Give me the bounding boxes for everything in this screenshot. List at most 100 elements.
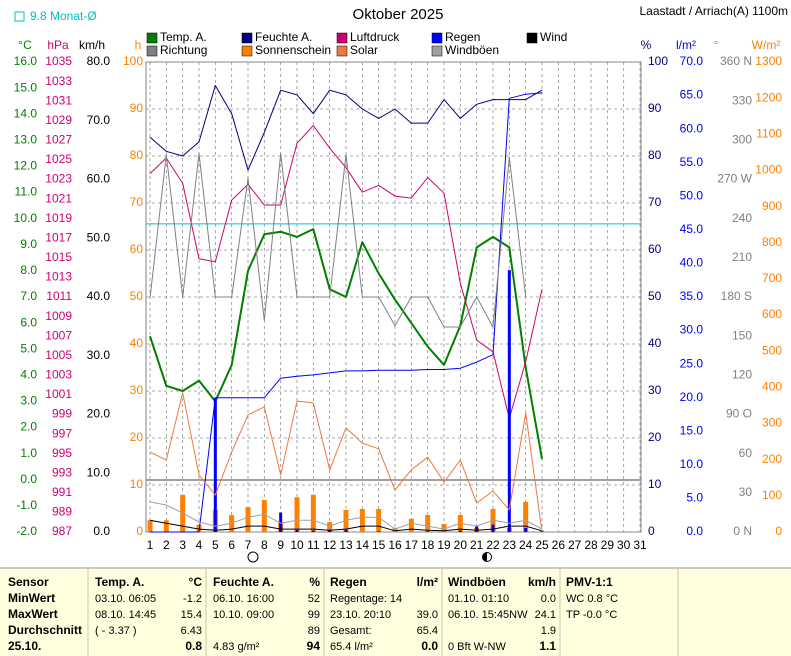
summary-background bbox=[0, 568, 791, 656]
chart-subtitle: Laastadt / Arriach(A) 1100m bbox=[639, 4, 788, 18]
bar bbox=[310, 494, 316, 532]
y-tick-label: 60.0 bbox=[87, 172, 111, 186]
y-tick-label: 1025 bbox=[45, 152, 72, 166]
y-tick-label: 10.0 bbox=[87, 465, 111, 479]
summary-cell: km/h bbox=[528, 575, 556, 589]
x-tick-label: 28 bbox=[584, 538, 598, 552]
rain-bar bbox=[475, 525, 479, 532]
y-tick-label: 400 bbox=[762, 380, 782, 394]
axis-unit-label: % bbox=[641, 38, 652, 52]
legend-label: Regen bbox=[445, 30, 480, 44]
y-tick-label: -2.0 bbox=[16, 524, 37, 538]
x-tick-label: 3 bbox=[179, 538, 186, 552]
legend-swatch bbox=[431, 32, 443, 44]
series-line bbox=[149, 392, 543, 533]
legend-label: Windböen bbox=[445, 43, 499, 57]
summary-cell: °C bbox=[189, 575, 203, 589]
axis-unit-label: hPa bbox=[47, 38, 69, 52]
y-tick-label: 70.0 bbox=[87, 113, 111, 127]
y-tick-label: 1001 bbox=[45, 387, 72, 401]
rain-bar bbox=[426, 531, 430, 532]
y-tick-label: 14.0 bbox=[14, 106, 38, 120]
y-tick-label: 40.0 bbox=[680, 256, 704, 270]
x-tick-label: 29 bbox=[601, 538, 615, 552]
y-tick-label: 100 bbox=[648, 54, 668, 68]
y-tick-label: 30 bbox=[739, 485, 753, 499]
bar bbox=[261, 500, 267, 532]
y-tick-label: 100 bbox=[762, 488, 782, 502]
summary-cell: Gesamt: bbox=[330, 625, 372, 637]
row-label: Durchschnitt bbox=[8, 623, 82, 637]
rain-bar bbox=[328, 529, 332, 532]
y-tick-label: 1200 bbox=[755, 90, 782, 104]
y-tick-label: 80 bbox=[130, 148, 144, 162]
x-tick-label: 10 bbox=[290, 538, 304, 552]
y-tick-label: 360 N bbox=[720, 54, 752, 68]
y-tick-label: 30 bbox=[130, 383, 144, 397]
summary-cell: 15.4 bbox=[181, 609, 202, 621]
x-tick-label: 21 bbox=[470, 538, 484, 552]
legend-swatch bbox=[146, 32, 158, 44]
y-tick-label: 1019 bbox=[45, 211, 72, 225]
y-tick-label: 10 bbox=[648, 477, 662, 491]
y-tick-label: 240 bbox=[732, 211, 752, 225]
y-tick-label: 270 W bbox=[717, 172, 752, 186]
y-tick-label: 30.0 bbox=[680, 323, 704, 337]
x-tick-label: 30 bbox=[617, 538, 631, 552]
y-tick-label: 1013 bbox=[45, 270, 72, 284]
summary-cell: 0.0 bbox=[421, 639, 438, 653]
summary-cell: % bbox=[309, 575, 320, 589]
x-tick-label: 19 bbox=[437, 538, 451, 552]
legend-label: Richtung bbox=[160, 43, 207, 57]
x-tick-label: 22 bbox=[486, 538, 500, 552]
y-tick-label: 45.0 bbox=[680, 222, 704, 236]
summary-cell: 89 bbox=[308, 625, 320, 637]
axis-unit-label: h bbox=[135, 38, 142, 52]
x-tick-label: 12 bbox=[323, 538, 337, 552]
y-tick-label: 20 bbox=[648, 430, 662, 444]
summary-cell: 06.10. 16:00 bbox=[213, 593, 274, 605]
series-line bbox=[149, 519, 543, 532]
y-tick-label: 120 bbox=[732, 368, 752, 382]
y-tick-label: 1009 bbox=[45, 309, 72, 323]
y-tick-label: 70.0 bbox=[680, 54, 704, 68]
x-tick-label: 4 bbox=[196, 538, 203, 552]
series-line bbox=[149, 85, 543, 171]
x-tick-label: 8 bbox=[261, 538, 268, 552]
y-tick-label: 7.0 bbox=[20, 289, 37, 303]
summary-cell: l/m² bbox=[417, 575, 438, 589]
y-tick-label: 1021 bbox=[45, 191, 72, 205]
x-tick-label: 13 bbox=[339, 538, 353, 552]
x-tick-label: 14 bbox=[356, 538, 370, 552]
y-tick-label: 6.0 bbox=[20, 315, 37, 329]
bar bbox=[425, 515, 431, 532]
summary-cell: WC 0.8 °C bbox=[566, 593, 618, 605]
y-tick-label: 4.0 bbox=[20, 368, 37, 382]
summary-cell: PMV-1:1 bbox=[566, 575, 613, 589]
summary-cell: Regen bbox=[330, 575, 367, 589]
y-tick-label: 1033 bbox=[45, 74, 72, 88]
y-tick-label: 9.0 bbox=[20, 237, 37, 251]
y-tick-label: 10.0 bbox=[14, 211, 38, 225]
y-tick-label: 40.0 bbox=[87, 289, 111, 303]
rain-bar bbox=[344, 529, 348, 532]
rain-bar bbox=[491, 524, 495, 532]
summary-cell: 08.10. 14:45 bbox=[95, 609, 156, 621]
summary-cell: 0 Bft W-NW bbox=[448, 641, 506, 653]
row-label: Sensor bbox=[8, 575, 49, 589]
row-label: MinWert bbox=[8, 591, 55, 605]
bar bbox=[376, 508, 382, 532]
legend-label: Temp. A. bbox=[160, 30, 207, 44]
row-label: 25.10. bbox=[8, 639, 41, 653]
summary-cell: 10.10. 09:00 bbox=[213, 609, 274, 621]
y-tick-label: 989 bbox=[52, 505, 72, 519]
y-tick-label: 0.0 bbox=[686, 524, 703, 538]
y-tick-label: 1029 bbox=[45, 113, 72, 127]
y-tick-label: 1035 bbox=[45, 54, 72, 68]
mean-legend-box bbox=[14, 11, 25, 22]
axis-unit-label: ° bbox=[714, 38, 719, 52]
rain-bar bbox=[507, 270, 511, 532]
chart-title: Oktober 2025 bbox=[353, 6, 444, 23]
summary-cell: 65.4 l/m² bbox=[330, 641, 373, 653]
summary-cell: 0.0 bbox=[541, 593, 556, 605]
